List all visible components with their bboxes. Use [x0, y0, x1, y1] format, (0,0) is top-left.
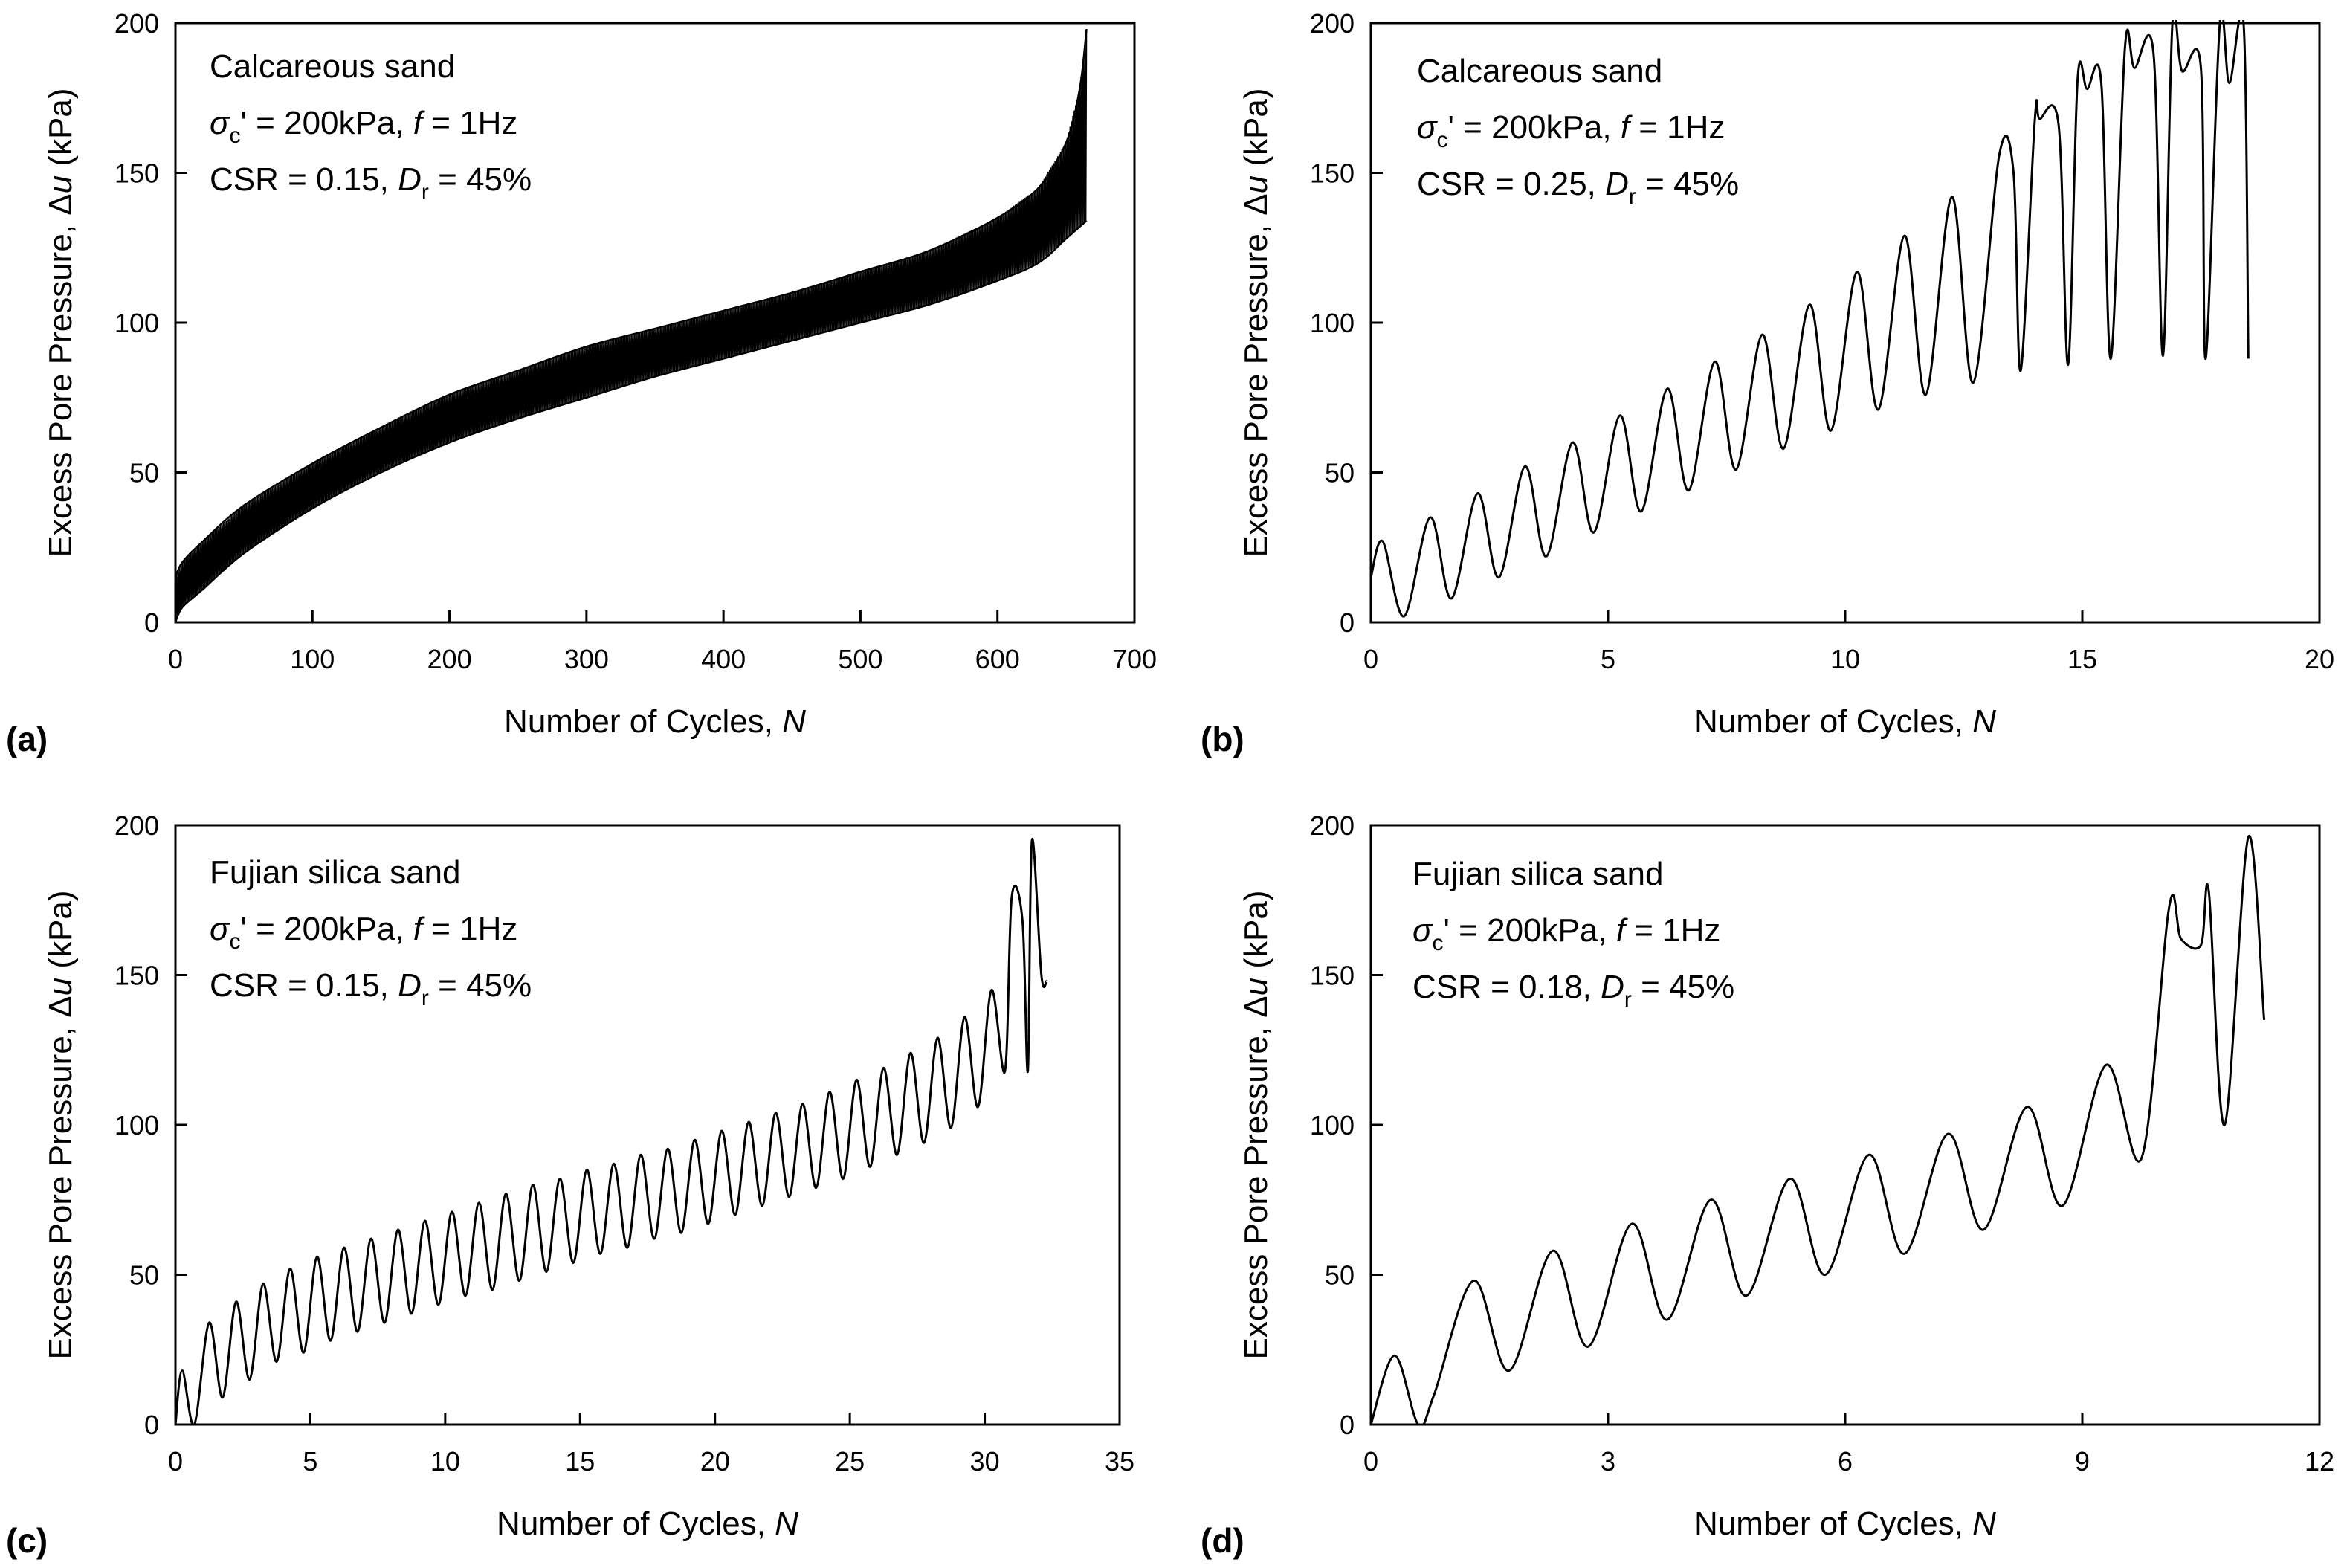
y-tick-label: 50 [1325, 1260, 1355, 1291]
annotation-material: Fujian silica sand [1412, 856, 1664, 892]
y-tick-label: 150 [114, 961, 159, 991]
x-tick-label: 400 [701, 644, 746, 674]
y-tick-label: 100 [1310, 1110, 1355, 1140]
y-tick-label: 0 [1340, 607, 1355, 638]
annotation-csr-density: CSR = 0.25, Dr = 45% [1417, 166, 1739, 209]
y-tick-label: 100 [114, 1110, 159, 1140]
y-tick-label: 100 [114, 308, 159, 338]
annotation-stress-frequency: σc' = 200kPa, f = 1Hz [1412, 912, 1720, 955]
y-tick-label: 150 [1310, 158, 1355, 189]
x-tick-label: 3 [1601, 1446, 1615, 1477]
annotation-stress-frequency: σc' = 200kPa, f = 1Hz [1417, 109, 1725, 152]
chart-panel-a: 0 100 200 300 400 500 600 700 0 50 100 150 200 Number… [6, 8, 1157, 758]
panel-label: (b) [1201, 720, 1244, 758]
x-tick-label: 0 [1363, 1446, 1378, 1477]
annotation-material: Calcareous sand [210, 48, 455, 85]
y-axis-title: Excess Pore Pressure, Δu (kPa) [42, 891, 79, 1360]
x-tick-label: 30 [970, 1446, 1000, 1477]
x-tick-label: 100 [290, 644, 335, 674]
y-tick-label: 0 [144, 607, 159, 638]
series-line [175, 837, 1048, 1425]
y-axis-title: Excess Pore Pressure, Δu (kPa) [1238, 88, 1274, 558]
y-tick-label: 0 [144, 1410, 159, 1440]
y-tick-label: 150 [1310, 961, 1355, 991]
x-axis-title: Number of Cycles, N [504, 703, 806, 740]
y-axis-title: Excess Pore Pressure, Δu (kPa) [42, 88, 79, 558]
y-axis-title: Excess Pore Pressure, Δu (kPa) [1238, 891, 1274, 1360]
x-tick-label: 0 [168, 644, 183, 674]
annotation-material: Fujian silica sand [210, 854, 461, 891]
annotation-csr-density: CSR = 0.18, Dr = 45% [1412, 969, 1734, 1012]
x-tick-label: 10 [430, 1446, 460, 1477]
x-tick-label: 700 [1112, 644, 1157, 674]
x-tick-label: 15 [2067, 644, 2097, 674]
x-tick-label: 10 [1830, 644, 1860, 674]
y-tick-label: 200 [1310, 810, 1355, 841]
panel-label: (a) [6, 720, 48, 758]
panel-label: (c) [6, 1521, 48, 1560]
x-tick-label: 300 [564, 644, 609, 674]
series-lower-envelope [175, 220, 1088, 622]
annotation-stress-frequency: σc' = 200kPa, f = 1Hz [210, 911, 517, 954]
x-tick-label: 12 [2305, 1446, 2334, 1477]
y-tick-label: 200 [114, 8, 159, 39]
x-tick-label: 20 [2305, 644, 2334, 674]
series-line [1371, 20, 2250, 618]
y-tick-label: 100 [1310, 308, 1355, 338]
y-tick-label: 50 [129, 458, 159, 488]
annotation-csr-density: CSR = 0.15, Dr = 45% [210, 161, 532, 204]
y-tick-label: 50 [1325, 458, 1355, 488]
x-tick-label: 5 [1601, 644, 1615, 674]
y-tick-label: 50 [129, 1260, 159, 1291]
y-tick-label: 200 [114, 810, 159, 841]
x-tick-label: 200 [427, 644, 472, 674]
x-tick-label: 0 [1363, 644, 1378, 674]
y-tick-label: 200 [1310, 8, 1355, 39]
x-tick-label: 600 [975, 644, 1020, 674]
x-tick-label: 0 [168, 1446, 183, 1477]
panel-label: (d) [1201, 1521, 1244, 1560]
x-tick-label: 25 [835, 1446, 865, 1477]
chart-panel-d: 0 3 6 9 12 0 50 100 150 200 Number of Cycles, N Exc… [1201, 810, 2334, 1560]
x-axis-title: Number of Cycles, N [1694, 703, 1996, 740]
x-tick-label: 35 [1105, 1446, 1134, 1477]
x-tick-label: 15 [565, 1446, 595, 1477]
annotation-stress-frequency: σc' = 200kPa, f = 1Hz [210, 105, 517, 148]
series-upper-envelope [175, 28, 1088, 578]
annotation-csr-density: CSR = 0.15, Dr = 45% [210, 967, 532, 1010]
x-tick-label: 6 [1838, 1446, 1853, 1477]
series-line [1371, 834, 2266, 1425]
x-tick-label: 20 [700, 1446, 730, 1477]
x-tick-label: 9 [2075, 1446, 2090, 1477]
y-tick-label: 150 [114, 158, 159, 189]
x-tick-label: 500 [838, 644, 882, 674]
annotation-material: Calcareous sand [1417, 53, 1662, 89]
x-axis-title: Number of Cycles, N [1694, 1506, 1996, 1542]
x-tick-label: 5 [303, 1446, 317, 1477]
y-tick-label: 0 [1340, 1410, 1355, 1440]
chart-panel-c: 0 5 10 15 20 25 30 35 0 50 100 150 200 Number of Cycl… [6, 810, 1134, 1560]
x-axis-title: Number of Cycles, N [497, 1506, 798, 1542]
